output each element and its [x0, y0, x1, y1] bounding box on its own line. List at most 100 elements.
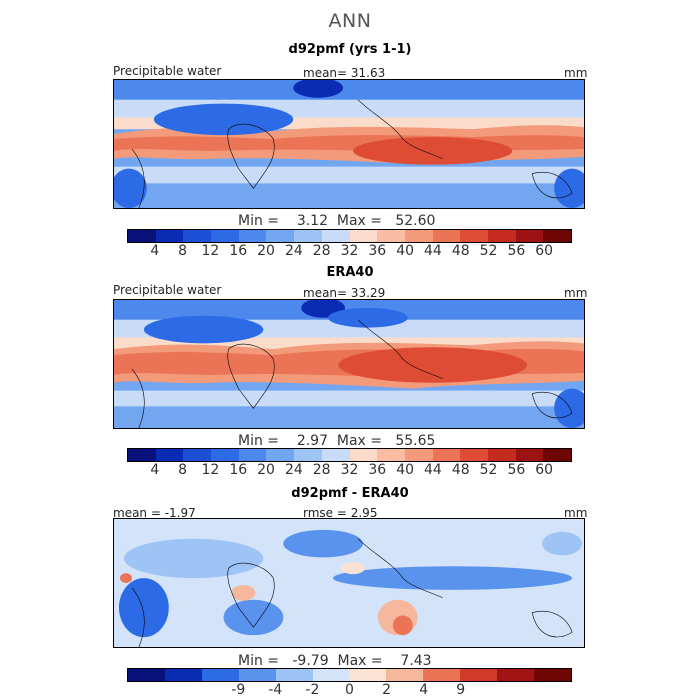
colorbar-swatch — [321, 230, 350, 242]
colorbar-tick-label: 20 — [257, 462, 275, 478]
colorbar-swatch — [349, 230, 378, 242]
panel-2-title: ERA40 — [326, 265, 374, 280]
panel-2-map — [113, 299, 585, 429]
colorbar-tick-label: 40 — [396, 243, 415, 259]
colorbar-swatch — [534, 669, 572, 681]
colorbar-tick-label: 32 — [340, 462, 359, 478]
colorbar-swatch — [211, 230, 239, 242]
colorbar-swatch — [543, 230, 571, 242]
panel-3-min-max: Min = -9.79 Max = 7.43 — [238, 653, 432, 669]
colorbar-tick-label: 16 — [229, 243, 248, 259]
panel-1-mean-label: mean= 31.63 — [303, 66, 386, 80]
colorbar-swatch — [460, 449, 488, 461]
panel-2-mean-label: mean= 33.29 — [303, 286, 386, 300]
colorbar-tick-label: 4 — [150, 462, 160, 478]
colorbar-tick-label: 48 — [451, 462, 470, 478]
colorbar-tick-label: 8 — [178, 243, 188, 259]
colorbar-swatch — [155, 230, 184, 242]
colorbar-tick-label: 52 — [479, 462, 498, 478]
colorbar-swatch — [155, 449, 184, 461]
colorbar-tick-label: 12 — [201, 462, 220, 478]
colorbar-swatch — [497, 669, 535, 681]
panel-1-units: mm — [564, 66, 588, 80]
colorbar-swatch — [128, 449, 156, 461]
colorbar-swatch — [349, 449, 378, 461]
colorbar-tick-label: 44 — [424, 462, 442, 478]
colorbar-swatch — [238, 669, 276, 681]
colorbar-swatch — [515, 230, 544, 242]
colorbar-swatch — [294, 230, 322, 242]
colorbar-tick-label: -9 — [231, 682, 246, 698]
colorbar-tick-label: 2 — [382, 682, 392, 698]
colorbar-swatch — [321, 449, 350, 461]
colorbar-swatch — [164, 669, 202, 681]
colorbar-tick-label: 36 — [368, 462, 387, 478]
colorbar-swatch — [543, 449, 571, 461]
panel-2-colorbar — [127, 448, 572, 462]
colorbar-tick-label: 56 — [507, 243, 526, 259]
colorbar-tick-label: 28 — [312, 243, 331, 259]
colorbar-tick-label: 20 — [257, 243, 275, 259]
colorbar-tick-label: 4 — [150, 243, 160, 259]
colorbar-tick-label: 36 — [368, 243, 387, 259]
panel-3-colorbar — [127, 668, 572, 682]
colorbar-swatch — [294, 449, 322, 461]
colorbar-swatch — [349, 669, 387, 681]
colorbar-swatch — [386, 669, 424, 681]
colorbar-swatch — [432, 230, 461, 242]
colorbar-tick-label: -4 — [268, 682, 283, 698]
panel-2-units: mm — [564, 286, 588, 300]
colorbar-swatch — [423, 669, 461, 681]
colorbar-tick-label: 0 — [345, 682, 354, 698]
panel-3-mean-label: mean = -1.97 — [113, 506, 196, 520]
colorbar-swatch — [404, 449, 433, 461]
colorbar-swatch — [266, 230, 295, 242]
panel-3-map — [113, 518, 585, 648]
colorbar-tick-label: 52 — [479, 243, 498, 259]
colorbar-swatch — [238, 230, 267, 242]
colorbar-swatch — [128, 669, 165, 681]
colorbar-tick-label: 9 — [456, 682, 466, 698]
colorbar-swatch — [201, 669, 239, 681]
colorbar-tick-label: 24 — [284, 243, 303, 259]
colorbar-swatch — [487, 230, 516, 242]
colorbar-tick-label: 60 — [535, 243, 554, 259]
colorbar-swatch — [377, 449, 405, 461]
panel-1-colorbar — [127, 229, 572, 243]
main-title: ANN — [328, 10, 372, 32]
colorbar-swatch — [266, 449, 295, 461]
colorbar-tick-label: 40 — [396, 462, 415, 478]
colorbar-tick-label: 28 — [312, 462, 331, 478]
colorbar-swatch — [312, 669, 350, 681]
colorbar-swatch — [487, 449, 516, 461]
colorbar-tick-label: 56 — [507, 462, 526, 478]
colorbar-tick-label: 48 — [451, 243, 470, 259]
colorbar-swatch — [515, 449, 544, 461]
colorbar-tick-label: 44 — [424, 243, 442, 259]
panel-2-min-max: Min = 2.97 Max = 55.65 — [238, 433, 436, 449]
colorbar-swatch — [128, 230, 156, 242]
colorbar-swatch — [460, 230, 488, 242]
colorbar-tick-label: 16 — [229, 462, 248, 478]
panel-3-title: d92pmf - ERA40 — [291, 486, 409, 501]
colorbar-tick-label: 8 — [178, 462, 188, 478]
colorbar-tick-label: 32 — [340, 243, 359, 259]
colorbar-swatch — [432, 449, 461, 461]
colorbar-tick-label: 24 — [284, 462, 303, 478]
colorbar-swatch — [377, 230, 405, 242]
colorbar-tick-label: -2 — [305, 682, 320, 698]
panel-1-min-max: Min = 3.12 Max = 52.60 — [238, 213, 436, 229]
panel-3-units: mm — [564, 506, 588, 520]
panel-1-title: d92pmf (yrs 1-1) — [288, 42, 412, 57]
colorbar-swatch — [183, 230, 212, 242]
colorbar-tick-label: 12 — [201, 243, 220, 259]
colorbar-tick-label: 60 — [535, 462, 554, 478]
colorbar-swatch — [460, 669, 498, 681]
colorbar-swatch — [275, 669, 313, 681]
colorbar-tick-label: 4 — [419, 682, 429, 698]
panel-2-variable-label: Precipitable water — [113, 283, 222, 297]
colorbar-swatch — [404, 230, 433, 242]
colorbar-swatch — [211, 449, 239, 461]
panel-1-variable-label: Precipitable water — [113, 64, 222, 78]
colorbar-swatch — [238, 449, 267, 461]
